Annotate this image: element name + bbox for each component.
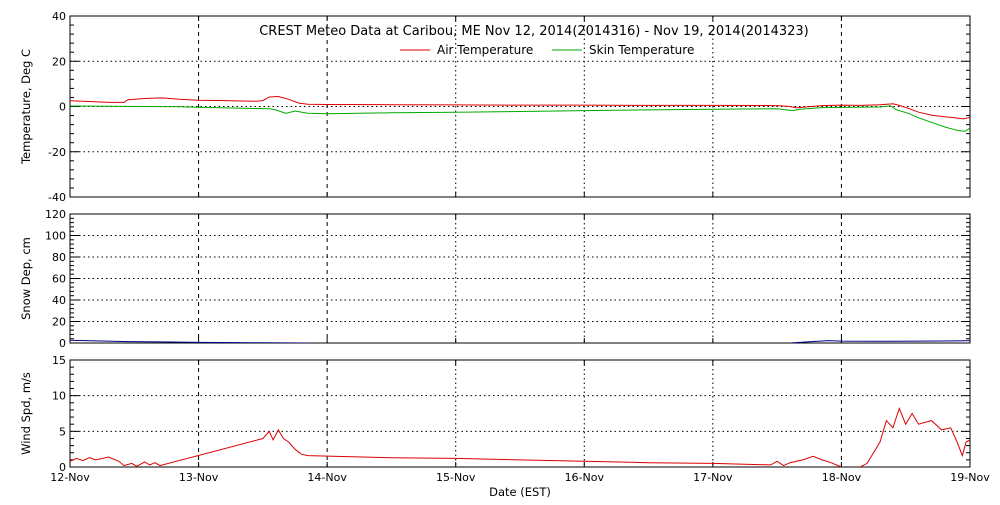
legend-label-air-temperature: Air Temperature	[437, 43, 533, 57]
panel-wind-speed: 0 5 10 15 Wind Spd, m/s 12-Nov 13-Nov 14-Nov 15-…	[19, 354, 990, 499]
series-line-snow-depth-0	[70, 339, 308, 343]
y-tick-label: 40	[52, 294, 66, 307]
y-tick-label: 20	[52, 316, 66, 329]
x-tick-label: 17-Nov	[693, 471, 733, 484]
y-tick-label: 0	[59, 337, 66, 350]
y-axis-title-snow-depth: Snow Dep, cm	[19, 237, 33, 320]
series-line-wind-speed-0	[70, 407, 970, 467]
series-line-temperature-skin-temperature	[70, 105, 970, 132]
legend-label-skin-temperature: Skin Temperature	[589, 43, 694, 57]
y-tick-label: 5	[59, 425, 66, 438]
y-tick-label: 20	[52, 55, 66, 68]
panel-snow-depth: 0 20 40 60 80 100 120 Snow Dep, cm	[19, 208, 971, 350]
y-tick-label: 120	[45, 208, 66, 221]
panel-temperature: -40 -20 0 20 40 Temperature, Deg C	[19, 10, 971, 204]
x-tick-label: 13-Nov	[179, 471, 219, 484]
legend: Air Temperature Skin Temperature	[400, 43, 694, 57]
x-tick-label: 16-Nov	[565, 471, 605, 484]
y-axis-title-temperature: Temperature, Deg C	[19, 49, 33, 165]
y-tick-label: 40	[52, 10, 66, 23]
y-tick-label: 100	[45, 230, 66, 243]
y-axis-title-wind-speed: Wind Spd, m/s	[19, 372, 33, 455]
y-tick-label: -40	[48, 191, 66, 204]
series-line-temperature-air-temperature	[70, 95, 970, 120]
chart-title: CREST Meteo Data at Caribou, ME Nov 12, …	[259, 24, 809, 39]
y-tick-label: 10	[52, 390, 66, 403]
panel-frame	[69, 359, 971, 468]
x-tick-label: 15-Nov	[436, 471, 476, 484]
x-tick-label: 14-Nov	[307, 471, 347, 484]
y-tick-label: 60	[52, 273, 66, 286]
x-axis-title: Date (EST)	[489, 485, 551, 499]
x-tick-label: 19-Nov	[950, 471, 990, 484]
x-tick-label: 18-Nov	[822, 471, 862, 484]
y-tick-label: 0	[59, 461, 66, 474]
y-tick-label: 0	[59, 101, 66, 114]
y-tick-label: -20	[48, 146, 66, 159]
panel-frame	[69, 213, 971, 344]
y-tick-label: 15	[52, 354, 66, 367]
series-line-snow-depth-0	[789, 340, 970, 343]
y-tick-label: 80	[52, 251, 66, 264]
x-tick-label: 12-Nov	[50, 471, 90, 484]
